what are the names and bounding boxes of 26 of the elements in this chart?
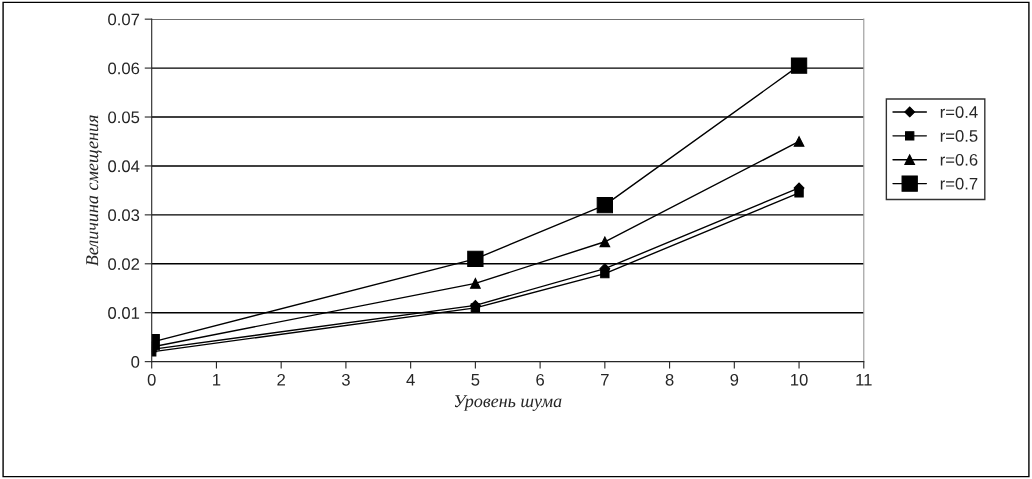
x-tick-label: 3 <box>341 373 350 386</box>
legend-label: r=0.7 <box>940 177 978 190</box>
x-tick-label: 10 <box>791 373 808 386</box>
legend-label: r=0.6 <box>940 153 978 166</box>
y-tick-label: 0.02 <box>108 258 140 270</box>
legend-label: r=0.5 <box>940 130 978 142</box>
x-axis-title: Уровень шума <box>454 395 562 411</box>
y-axis-title: Величина смещения <box>86 115 102 267</box>
x-tick-label: 11 <box>856 374 872 386</box>
x-tick-label: 5 <box>471 374 480 386</box>
y-tick-label: 0.03 <box>108 209 140 222</box>
x-tick-label: 0 <box>147 373 156 386</box>
y-tick-label: 0.06 <box>108 62 140 75</box>
x-tick-label: 7 <box>601 374 609 386</box>
x-tick-label: 9 <box>730 373 739 386</box>
x-tick-label: 6 <box>536 373 545 386</box>
y-tick-label: 0.05 <box>108 111 140 124</box>
y-tick-label: 0.01 <box>108 307 140 319</box>
y-tick-label: 0.07 <box>108 13 140 26</box>
x-tick-label: 1 <box>213 374 221 386</box>
legend-label: r=0.4 <box>940 106 978 118</box>
y-tick-label: 0 <box>131 356 140 368</box>
x-tick-label: 4 <box>406 374 415 386</box>
x-tick-label: 2 <box>277 373 285 386</box>
x-tick-label: 8 <box>665 373 674 386</box>
y-tick-label: 0.04 <box>108 160 140 173</box>
